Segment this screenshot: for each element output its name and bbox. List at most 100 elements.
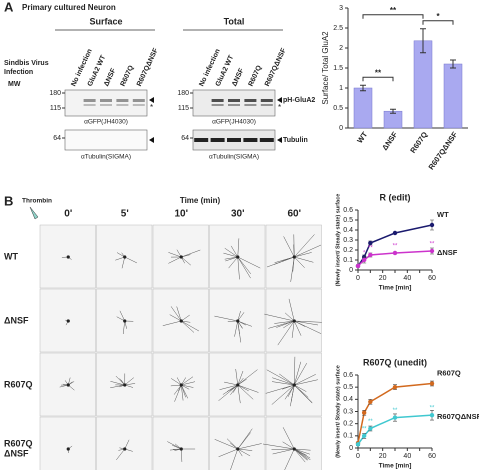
significance-label: ** [368, 419, 373, 425]
row-label: ΔNSF [4, 315, 29, 325]
label: Infection [4, 69, 33, 76]
column-label: 0' [64, 209, 72, 220]
label: Time (min) [180, 196, 221, 205]
x-tick-label: WT [355, 130, 369, 145]
neuron [116, 310, 134, 335]
data-point [361, 433, 367, 439]
band [116, 104, 129, 106]
bar [413, 40, 433, 129]
soma [179, 447, 183, 451]
neuron [59, 377, 75, 391]
y-axis-label: (Newly insert/ Steady state) surface [335, 365, 341, 458]
label: pH-GluA2 [283, 97, 315, 104]
label: 115 [50, 105, 61, 112]
data-point [392, 384, 398, 390]
x-axis-label: Time [min] [379, 463, 412, 470]
significance-label: ** [362, 426, 367, 432]
soma [123, 255, 127, 259]
x-tick-label: 20 [379, 453, 387, 460]
data-point [392, 415, 398, 420]
data-point [368, 252, 373, 258]
column-label: 60' [287, 209, 301, 220]
soma [236, 383, 240, 387]
neuron [214, 310, 252, 343]
soma [292, 447, 296, 451]
x-tick-label: ΔNSF [380, 130, 399, 152]
x-tick-label: 60 [428, 453, 436, 460]
y-tick-label: 0.2 [343, 247, 353, 254]
label: R607QΔNSF [264, 47, 288, 88]
neuron [115, 252, 138, 269]
row-label: ΔNSF [4, 448, 29, 458]
row-label: R607Q [4, 438, 33, 448]
neuron [110, 373, 136, 389]
error-bar [360, 84, 366, 92]
label: 180 [177, 90, 189, 97]
soma [66, 319, 70, 323]
soma [179, 319, 183, 323]
x-tick-label: 0 [356, 275, 360, 282]
soma [236, 255, 240, 259]
neuron [223, 238, 261, 280]
band [210, 138, 225, 142]
band [132, 104, 145, 106]
error-bar [450, 59, 456, 69]
band [211, 99, 224, 102]
y-tick-label: 0 [349, 445, 353, 452]
y-tick-label: 0.6 [343, 372, 353, 379]
panel-title: Primary cultured Neuron [22, 3, 116, 12]
y-tick-label: 2 [339, 45, 343, 52]
neuron [168, 249, 201, 266]
neuron [162, 306, 200, 333]
x-tick-label: 20 [379, 275, 387, 282]
band [228, 99, 240, 102]
label: * [278, 103, 281, 112]
soma [236, 447, 240, 451]
significance-label: ** [390, 6, 397, 15]
band [244, 99, 257, 102]
error-bar [390, 108, 396, 114]
band [194, 138, 209, 142]
label: Surface/ Total GluA2 [321, 31, 330, 105]
soma [179, 255, 183, 259]
data-point [392, 250, 398, 256]
label: ΔNSF [231, 67, 246, 88]
label: αGFP(JH4030) [212, 119, 256, 126]
arrowhead [277, 137, 282, 143]
y-tick-label: 0.5 [343, 217, 353, 224]
column-label: 5' [121, 209, 129, 220]
y-tick-label: 0.1 [343, 433, 353, 440]
data-point [368, 240, 373, 246]
arrowhead [277, 97, 282, 103]
x-tick-label: 40 [403, 275, 411, 282]
y-tick-label: 0.2 [343, 421, 353, 428]
neuron [170, 376, 196, 402]
neuron [265, 356, 318, 407]
micrograph [152, 416, 209, 470]
neuron [214, 428, 262, 470]
label: Tubulin [283, 137, 308, 144]
band [132, 99, 145, 102]
y-tick-label: 0.4 [343, 396, 353, 403]
band [100, 99, 112, 102]
band [83, 104, 96, 106]
significance-label: ** [375, 68, 382, 77]
y-tick-label: 0.4 [343, 227, 353, 234]
soma [292, 319, 296, 323]
label: Thrombin [22, 198, 52, 205]
label: * [150, 103, 153, 112]
x-tick-label: 0 [356, 453, 360, 460]
y-tick-label: 2.5 [333, 25, 343, 32]
bar [383, 110, 403, 129]
soma [179, 383, 183, 387]
significance-bracket [362, 14, 424, 19]
soma [66, 255, 70, 259]
neuron [167, 441, 196, 462]
significance-bracket [422, 20, 454, 25]
y-tick-label: 0 [339, 125, 343, 132]
soma [292, 383, 296, 387]
x-tick-label: 30 [391, 453, 399, 460]
band [260, 104, 273, 106]
bar [443, 63, 463, 129]
significance-bracket [362, 76, 394, 82]
